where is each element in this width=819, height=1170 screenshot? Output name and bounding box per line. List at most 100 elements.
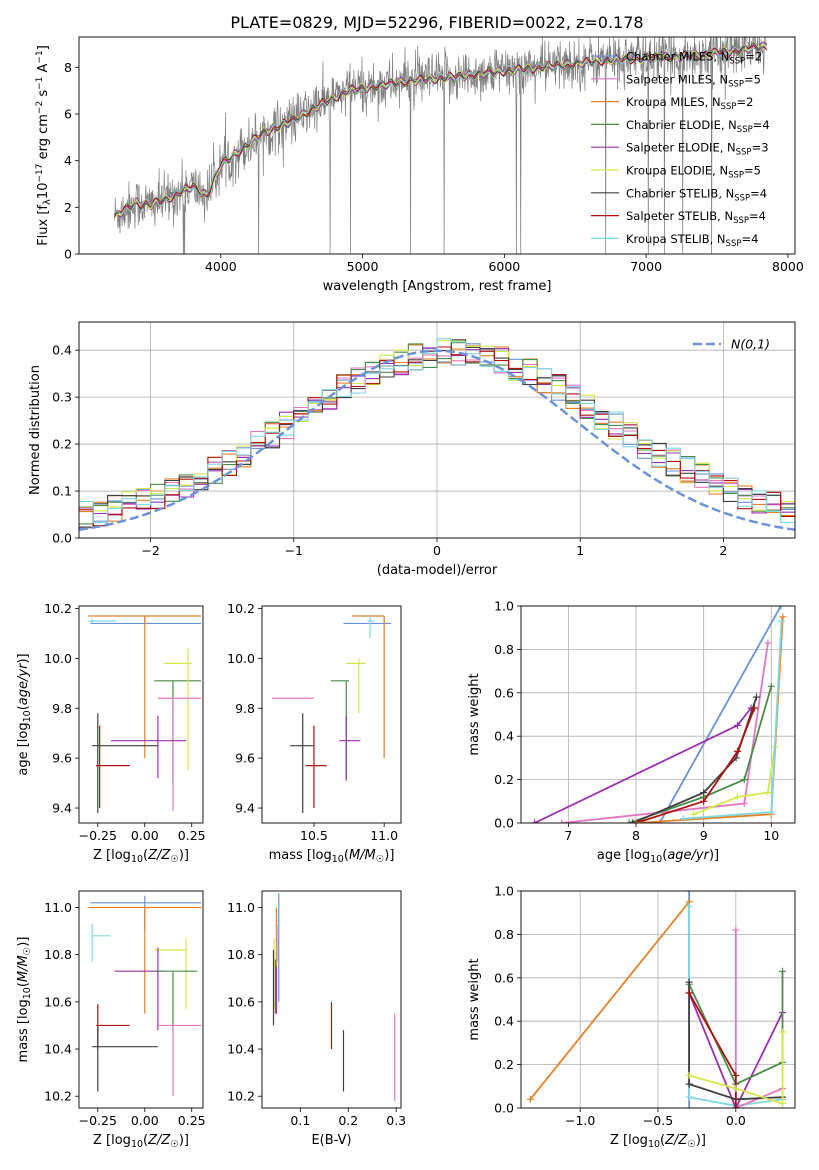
- mass-weight-marker: [750, 704, 758, 712]
- mass-weight-marker: [685, 1080, 693, 1088]
- spectrum-plot-area: [114, 37, 767, 254]
- y-axis-label-part: (: [16, 705, 31, 710]
- x-axis-label-part: ☉: [687, 1139, 696, 1150]
- y-tick-label: 0.4: [494, 729, 514, 744]
- x-axis-label-part: ☉: [170, 854, 179, 865]
- figure-title: PLATE=0829, MJD=52296, FIBERID=0022, z=0…: [230, 13, 643, 32]
- y-axis-label-part: mass [log: [16, 999, 31, 1062]
- legend-label-tail: =4: [741, 232, 758, 246]
- x-axis-label-part: 10: [332, 854, 344, 865]
- legend-entry-label: Chabrier STELIB, NSSP=4: [626, 186, 767, 203]
- x-axis-label-part: 10: [131, 854, 143, 865]
- x-axis-label-part: )]: [179, 848, 189, 863]
- axes-frame: [78, 605, 204, 824]
- legend-entry-label: Chabrier ELODIE, NSSP=4: [626, 118, 770, 135]
- mass-weight-marker: [779, 1100, 787, 1108]
- mass-weight-marker: [629, 819, 637, 823]
- x-axis-label-part: (: [660, 1133, 665, 1148]
- y-axis-label: mass [log10(M/M☉)]: [16, 937, 33, 1063]
- x-axis-label: E(B-V): [311, 1133, 351, 1148]
- x-tick-label: 0.2: [338, 1113, 358, 1128]
- x-tick-label: 8: [632, 828, 640, 843]
- y-axis-label-part: 10: [22, 987, 33, 999]
- y-tick-label: 9.4: [235, 801, 255, 816]
- residual-histogram-line: [79, 342, 795, 525]
- y-tick-label: 0.2: [52, 437, 72, 452]
- y-axis-label-part: −1: [35, 77, 45, 90]
- x-tick-label: 0.00: [131, 828, 159, 843]
- y-tick-label: 10.2: [44, 601, 72, 616]
- mass-weight-marker: [632, 819, 640, 823]
- x-axis-label-part: ☉: [170, 1139, 179, 1150]
- x-tick-label: 0.3: [386, 1113, 406, 1128]
- x-axis-label: Z [log10(Z/Z☉)]: [610, 1133, 706, 1150]
- y-axis-label-part: ]: [36, 45, 51, 50]
- x-axis-label-part: )]: [696, 1133, 706, 1148]
- y-axis-label: mass weight: [467, 958, 482, 1040]
- mass-weight-marker: [685, 978, 693, 986]
- x-axis-label-part: Z [log: [610, 1133, 648, 1148]
- mass-weight-marker: [685, 1104, 693, 1108]
- mass-weight-marker: [531, 819, 539, 823]
- x-tick-label: 5000: [347, 259, 379, 274]
- mass-weight-marker: [690, 810, 698, 818]
- y-tick-label: 1.0: [494, 884, 514, 899]
- weight_vs_age-plot-area: [531, 606, 787, 823]
- axes-frame: [78, 36, 796, 255]
- legend-label-tail: =2: [745, 50, 762, 64]
- y-tick-label: 8: [64, 60, 72, 75]
- mass-weight-marker: [526, 1095, 534, 1103]
- x-tick-label: 7000: [630, 259, 662, 274]
- mass-weight-marker: [679, 815, 687, 823]
- x-tick-label: 4000: [205, 259, 237, 274]
- y-tick-label: 0.2: [494, 1057, 514, 1072]
- legend-label-tail: =5: [744, 72, 761, 86]
- residual-histogram-line: [79, 338, 795, 524]
- y-tick-label: 0.3: [52, 390, 72, 405]
- y-tick-label: 0.4: [494, 1014, 514, 1029]
- y-tick-label: 0: [64, 247, 72, 262]
- mass-weight-marker: [685, 1071, 693, 1079]
- y-tick-label: 0.0: [494, 1101, 514, 1116]
- y-tick-label: 2: [64, 200, 72, 215]
- x-axis-label-part: 10: [648, 1139, 660, 1150]
- mass-weight-marker: [779, 967, 787, 975]
- legend-label-tail: =2: [736, 95, 753, 109]
- y-axis-label-part: age/yr: [16, 662, 31, 705]
- y-axis-label-part: ☉: [22, 947, 33, 956]
- y-tick-label: 0.0: [52, 531, 72, 546]
- mass-weight-marker: [767, 808, 775, 816]
- legend-label-sub: SSP: [721, 102, 737, 112]
- legend-entry-label: Kroupa STELIB, NSSP=4: [626, 232, 758, 249]
- y-tick-label: 9.6: [52, 751, 72, 766]
- mass-weight-line: [658, 606, 782, 823]
- x-axis-label-part: Z [log: [93, 1133, 131, 1148]
- x-tick-label: 0.0: [726, 1113, 746, 1128]
- x-axis-label-part: )]: [709, 848, 719, 863]
- legend-label-main: Kroupa STELIB, N: [626, 232, 726, 246]
- legend-label-main: Chabrier STELIB, N: [626, 186, 734, 200]
- x-tick-label: 6000: [488, 259, 520, 274]
- y-axis-label-part: −1: [35, 50, 45, 63]
- mass-weight-line: [693, 746, 776, 816]
- mass-weight-line: [635, 707, 756, 823]
- y-axis-label-part: )]: [16, 937, 31, 947]
- y-tick-label: 0.6: [494, 970, 514, 985]
- x-tick-label: −1.0: [565, 1113, 595, 1128]
- age_vs_Z-plot-area: [88, 615, 202, 814]
- y-tick-label: 0.1: [52, 484, 72, 499]
- mass-weight-marker: [764, 789, 772, 797]
- x-tick-label: 11.0: [370, 828, 398, 843]
- y-axis-label-part: 10: [36, 183, 51, 200]
- y-tick-label: 0.4: [52, 343, 72, 358]
- y-axis-label-part: −17: [35, 164, 45, 183]
- x-tick-label: 7: [564, 828, 572, 843]
- x-tick-label: −0.5: [643, 1113, 673, 1128]
- x-tick-label: 9: [700, 828, 708, 843]
- mass-weight-line: [688, 1032, 784, 1105]
- mass-weight-marker: [700, 789, 708, 797]
- y-axis-label-part: age [log: [16, 722, 31, 775]
- y-tick-label: 9.6: [235, 751, 255, 766]
